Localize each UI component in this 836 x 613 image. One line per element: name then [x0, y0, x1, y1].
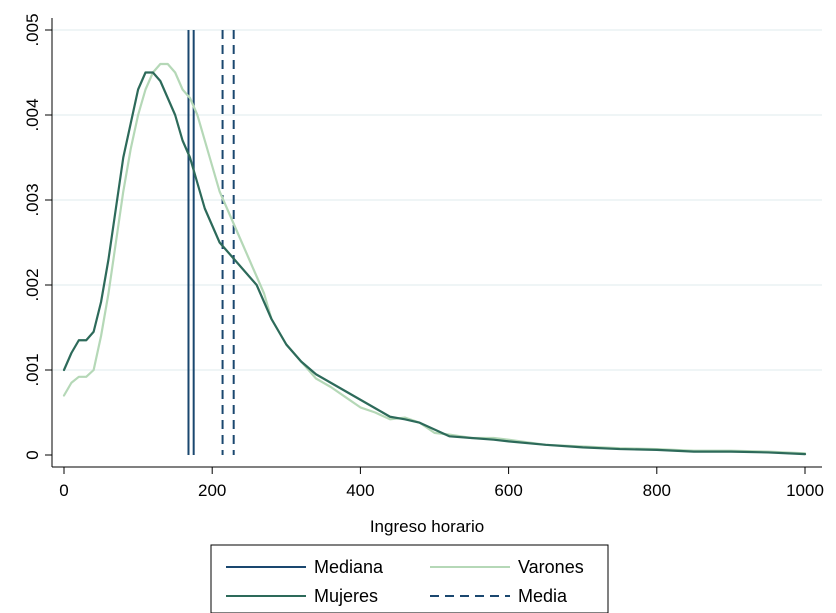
x-tick-label: 600 [494, 481, 522, 500]
legend-label-mujeres: Mujeres [314, 586, 378, 606]
legend-label-media: Media [518, 586, 568, 606]
legend-label-varones: Varones [518, 557, 584, 577]
x-tick-label: 200 [198, 481, 226, 500]
x-axis-title: Ingreso horario [370, 517, 484, 536]
y-tick-label: 0 [23, 450, 42, 459]
x-tick-label: 0 [59, 481, 68, 500]
varones-series-line [62, 62, 807, 455]
legend-label-mediana: Mediana [314, 557, 384, 577]
x-tick-label: 400 [346, 481, 374, 500]
y-tick-label: .001 [23, 353, 42, 386]
x-tick-label: 1000 [786, 481, 824, 500]
grid-layer [52, 29, 822, 371]
series-layer [62, 62, 807, 456]
reference-lines [187, 30, 235, 455]
x-tick-label: 800 [643, 481, 671, 500]
mujeres-series-line [62, 71, 807, 456]
y-tick-label: .004 [23, 98, 42, 131]
axes-layer: 0 .001 .002 .003 .004 .005 0 200 400 600 800 1000 [23, 13, 824, 500]
legend-box [210, 544, 609, 613]
y-tick-label: .005 [23, 13, 42, 46]
y-tick-label: .002 [23, 268, 42, 301]
legend: Mediana Varones Mujeres Media [210, 544, 609, 613]
y-tick-label: .003 [23, 183, 42, 216]
